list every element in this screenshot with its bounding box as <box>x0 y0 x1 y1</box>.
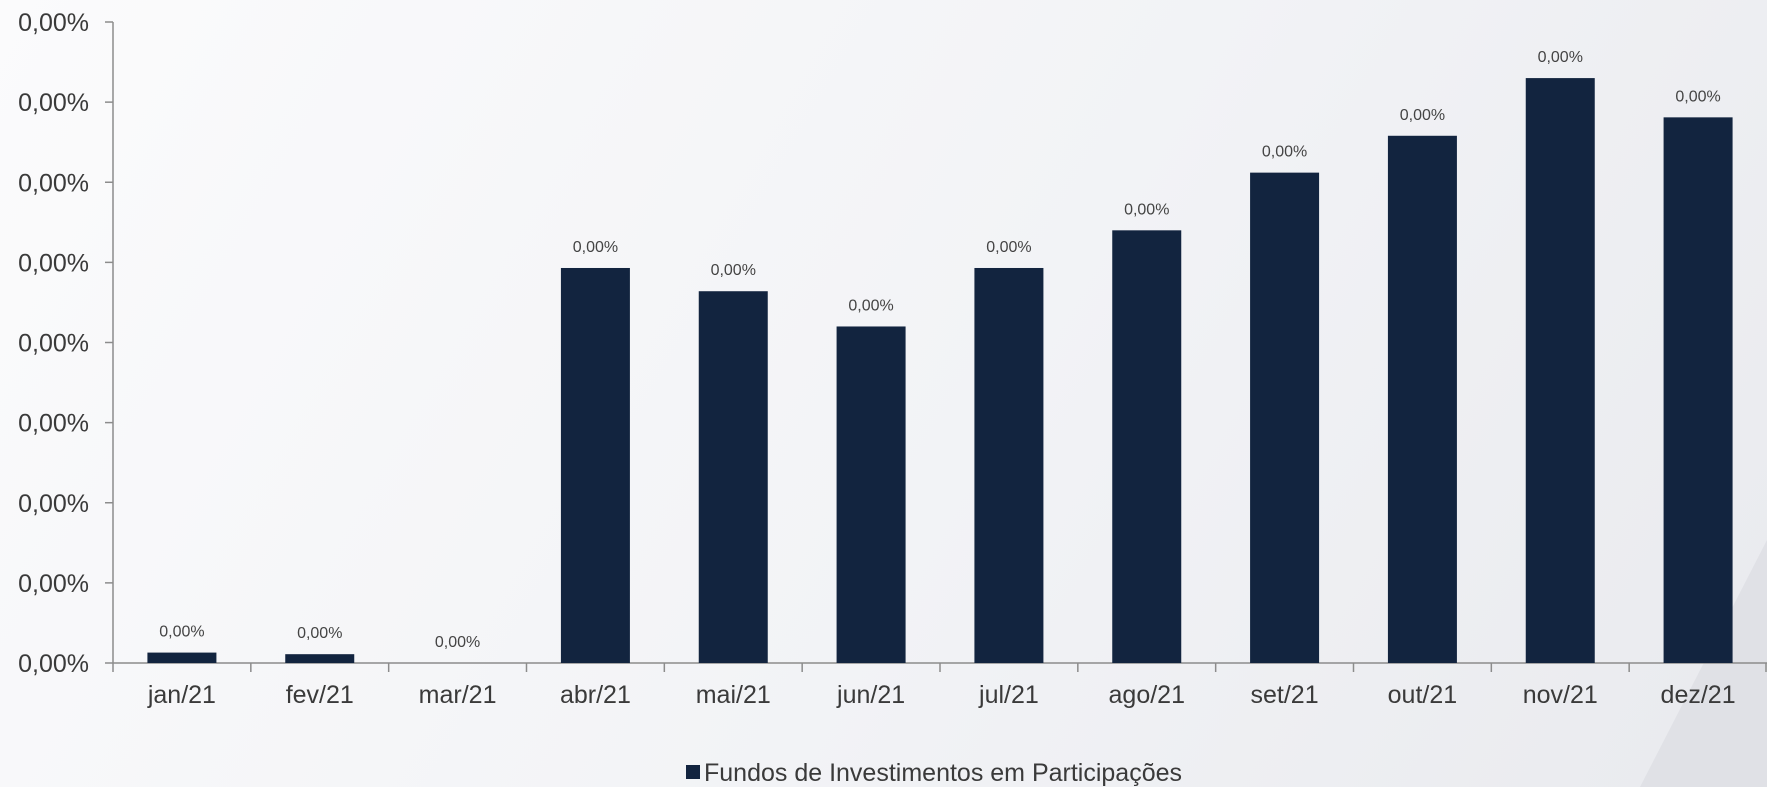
x-tick-label: nov/21 <box>1523 681 1598 709</box>
data-label: 0,00% <box>1262 144 1307 161</box>
legend-label: Fundos de Investimentos em Participações <box>704 759 1182 787</box>
x-tick-label: fev/21 <box>286 681 354 709</box>
data-label: 0,00% <box>986 239 1031 256</box>
bar <box>1387 135 1457 664</box>
bar-series <box>147 78 1733 664</box>
data-label: 0,00% <box>848 297 893 314</box>
x-tick-label: set/21 <box>1251 681 1319 709</box>
y-tick-label: 0,00% <box>18 249 89 277</box>
x-axis: jan/21 fev/21 mar/21 abr/21 mai/21 jun/21 jul/… <box>112 662 1767 709</box>
x-tick-label: out/21 <box>1388 681 1458 709</box>
bar <box>147 652 217 663</box>
bar <box>698 291 768 663</box>
data-label: 0,00% <box>1538 49 1583 66</box>
y-tick-label: 0,00% <box>18 169 89 197</box>
data-label: 0,00% <box>159 624 204 641</box>
bar <box>974 267 1044 663</box>
bar <box>560 267 630 663</box>
y-tick-label: 0,00% <box>18 570 89 598</box>
y-tick-label: 0,00% <box>18 89 89 117</box>
x-tick-label: jan/21 <box>147 681 216 709</box>
data-label: 0,00% <box>1400 107 1445 124</box>
y-tick-label: 0,00% <box>18 410 89 438</box>
y-tick-label: 0,00% <box>18 650 89 678</box>
y-tick-label: 0,00% <box>18 330 89 358</box>
bar <box>1663 117 1733 663</box>
bar <box>285 654 355 663</box>
legend: Fundos de Investimentos em Participações <box>686 759 1182 787</box>
data-label: 0,00% <box>435 634 480 651</box>
data-label: 0,00% <box>297 625 342 642</box>
x-tick-label: mar/21 <box>419 681 497 709</box>
data-labels: 0,00% 0,00% 0,00% 0,00% 0,00% 0,00% 0,00% 0,00%… <box>159 49 1721 651</box>
y-axis: 0,00% 0,00% 0,00% 0,00% 0,00% 0,00% 0,00% 0,00%… <box>18 9 114 678</box>
bar <box>836 326 906 663</box>
x-tick-label: abr/21 <box>560 681 631 709</box>
x-tick-label: mai/21 <box>696 681 771 709</box>
y-tick-label: 0,00% <box>18 490 89 518</box>
bar <box>1250 172 1320 663</box>
x-tick-label: dez/21 <box>1661 681 1736 709</box>
x-tick-label: jun/21 <box>836 681 905 709</box>
legend-swatch <box>686 765 700 779</box>
data-label: 0,00% <box>1124 201 1169 218</box>
bar <box>1525 78 1595 663</box>
x-tick-label: jul/21 <box>978 681 1039 709</box>
bar <box>1112 230 1182 663</box>
data-label: 0,00% <box>573 239 618 256</box>
data-label: 0,00% <box>1675 88 1720 105</box>
y-tick-label: 0,00% <box>18 9 89 37</box>
data-label: 0,00% <box>711 262 756 279</box>
x-tick-label: ago/21 <box>1109 681 1185 709</box>
